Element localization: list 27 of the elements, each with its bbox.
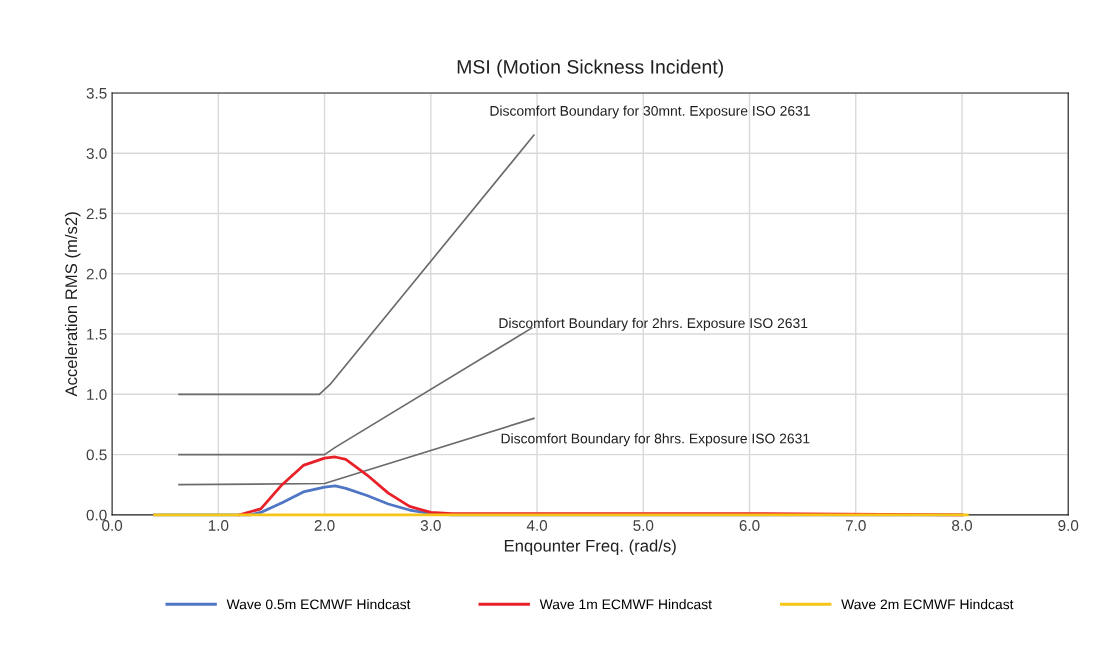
y-tick-label: 2.0 xyxy=(86,268,107,280)
annotation: Discomfort Boundary for 2hrs. Exposure ISO 2631 xyxy=(499,317,808,331)
y-tick-label: 1.5 xyxy=(87,329,107,340)
y-axis-title: Acceleration RMS (m/s2) xyxy=(64,212,81,397)
annotation: Discomfort Boundary for 8hrs. Exposure ISO 2631 xyxy=(501,433,810,447)
y-tick-label: 2.5 xyxy=(86,208,107,220)
x-axis-title: Enqounter Freq. (rad/s) xyxy=(504,539,676,556)
x-tick-label: 8.0 xyxy=(952,520,973,531)
x-tick-label: 5.0 xyxy=(633,520,654,531)
x-tick-label: 9.0 xyxy=(1058,520,1079,531)
y-tick-label: 0.0 xyxy=(86,509,107,521)
x-tick-label: 0.0 xyxy=(102,520,123,531)
x-tick-label: 6.0 xyxy=(739,520,760,531)
legend-label: Wave 2m ECMWF Hindcast xyxy=(841,599,1014,610)
y-tick-label: 0.5 xyxy=(86,449,107,461)
legend-label: Wave 1m ECMWF Hindcast xyxy=(539,599,712,610)
y-tick-label: 1.0 xyxy=(87,389,107,400)
y-tick-label: 3.0 xyxy=(86,148,107,159)
chart-title: MSI (Motion Sickness Incident) xyxy=(457,59,723,78)
x-tick-label: 2.0 xyxy=(314,520,335,531)
annotation: Discomfort Boundary for 30mnt. Exposure ISO 2631 xyxy=(490,105,810,119)
x-tick-label: 1.0 xyxy=(208,520,229,531)
x-tick-label: 3.0 xyxy=(420,520,441,531)
y-tick-label: 3.5 xyxy=(86,87,107,99)
x-tick-label: 7.0 xyxy=(845,520,866,531)
x-tick-label: 4.0 xyxy=(526,520,548,531)
legend-label: Wave 0.5m ECMWF Hindcast xyxy=(226,599,411,610)
